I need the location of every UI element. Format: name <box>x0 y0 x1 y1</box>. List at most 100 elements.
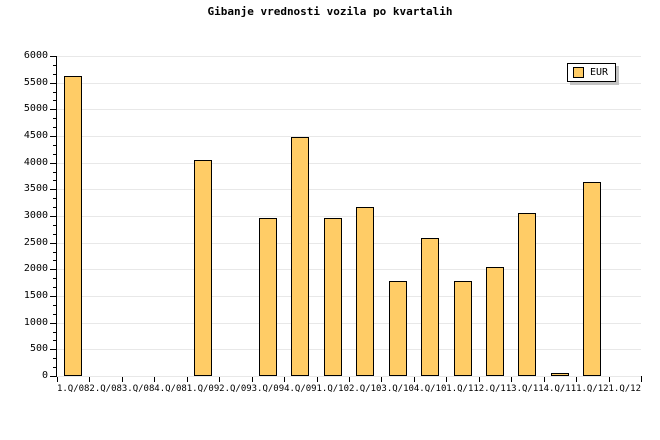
bar <box>454 281 472 376</box>
plot-area <box>57 56 641 377</box>
gridline <box>57 376 641 377</box>
y-axis-minor-tick <box>53 358 56 359</box>
y-axis-label: 5500 <box>23 77 48 88</box>
gridline <box>57 269 641 270</box>
gridline <box>57 349 641 350</box>
y-axis-label: 4500 <box>23 130 48 141</box>
x-axis-tick <box>446 377 447 382</box>
y-axis-label: 500 <box>29 343 48 354</box>
x-axis-tick <box>122 377 123 382</box>
y-axis-label: 2000 <box>23 263 48 274</box>
y-axis-tick <box>50 109 56 110</box>
x-axis-tick <box>641 377 642 382</box>
y-axis-minor-tick <box>53 340 56 341</box>
y-axis-minor-tick <box>53 305 56 306</box>
y-axis-label: 3500 <box>23 183 48 194</box>
x-axis-tick <box>349 377 350 382</box>
gridline <box>57 216 641 217</box>
x-axis-tick <box>57 377 58 382</box>
y-axis-tick <box>50 216 56 217</box>
gridline <box>57 243 641 244</box>
y-axis-minor-tick <box>53 314 56 315</box>
x-axis-label: 3.Q/08 <box>121 384 155 394</box>
y-axis-minor-tick <box>53 367 56 368</box>
y-axis-tick <box>50 296 56 297</box>
x-axis-tick <box>187 377 188 382</box>
y-axis-minor-tick <box>53 207 56 208</box>
y-axis-tick <box>50 376 56 377</box>
y-axis-tick <box>50 269 56 270</box>
x-axis-tick <box>89 377 90 382</box>
legend-swatch-eur <box>573 67 584 78</box>
y-axis-minor-tick <box>53 74 56 75</box>
y-axis-minor-tick <box>53 278 56 279</box>
gridline <box>57 56 641 57</box>
bar <box>291 137 309 376</box>
x-axis-label: 1.Q/11 <box>446 384 479 394</box>
y-axis-minor-tick <box>53 65 56 66</box>
gridline <box>57 323 641 324</box>
x-axis-label: 2.Q/08 <box>89 384 122 394</box>
y-axis-minor-tick <box>53 172 56 173</box>
x-axis-tick <box>252 377 253 382</box>
legend-label-eur: EUR <box>590 67 609 78</box>
gridline <box>57 296 641 297</box>
bar <box>421 238 439 376</box>
y-axis-tick <box>50 323 56 324</box>
bar <box>324 218 342 376</box>
y-axis-line <box>56 56 57 377</box>
y-axis-tick <box>50 243 56 244</box>
y-axis-label: 3000 <box>23 210 48 221</box>
x-axis-label: 4.Q/11 <box>543 384 577 394</box>
x-axis-label: 4.Q/08 <box>154 384 187 394</box>
y-axis-minor-tick <box>53 127 56 128</box>
bar <box>551 373 569 376</box>
x-axis-tick <box>479 377 480 382</box>
x-axis-label: 4.Q/10 <box>413 384 447 394</box>
x-axis-label: 1.Q/08 <box>56 384 90 394</box>
chart-title: Gibanje vrednosti vozila po kvartalih <box>207 5 453 18</box>
y-axis-minor-tick <box>53 180 56 181</box>
bar <box>583 182 601 376</box>
y-axis-tick <box>50 163 56 164</box>
bar <box>356 207 374 376</box>
x-axis-label: 2.Q/10 <box>348 384 382 394</box>
y-axis-minor-tick <box>53 92 56 93</box>
y-axis-label: 4000 <box>23 157 48 168</box>
y-axis-minor-tick <box>53 100 56 101</box>
y-axis-tick <box>50 189 56 190</box>
y-axis-tick <box>50 349 56 350</box>
y-axis-tick <box>50 136 56 137</box>
y-axis-minor-tick <box>53 145 56 146</box>
gridline <box>57 163 641 164</box>
y-axis-minor-tick <box>53 234 56 235</box>
bar <box>64 76 82 376</box>
bar <box>486 267 504 376</box>
y-axis-label: 1500 <box>23 290 48 301</box>
y-axis-minor-tick <box>53 287 56 288</box>
y-axis-label: 5000 <box>23 103 48 114</box>
y-axis-minor-tick <box>53 198 56 199</box>
bar <box>194 160 212 376</box>
bar <box>389 281 407 376</box>
y-axis-minor-tick <box>53 332 56 333</box>
y-axis-label: 6000 <box>23 50 48 61</box>
x-axis-tick <box>284 377 285 382</box>
y-axis-label: 2500 <box>23 237 48 248</box>
x-axis-label: 1.Q/12 <box>576 384 609 394</box>
gridline <box>57 136 641 137</box>
y-axis-label: 1000 <box>23 317 48 328</box>
x-axis-label: 1.Q/12 <box>608 384 642 394</box>
gridline <box>57 189 641 190</box>
y-axis-minor-tick <box>53 252 56 253</box>
x-axis-tick <box>544 377 545 382</box>
y-axis-minor-tick <box>53 260 56 261</box>
x-axis-label: 2.Q/11 <box>478 384 512 394</box>
chart-legend: EUR <box>567 63 617 82</box>
y-axis-tick <box>50 56 56 57</box>
x-axis-label: 3.Q/09 <box>251 384 285 394</box>
x-axis-tick <box>219 377 220 382</box>
gridline <box>57 83 641 84</box>
bar <box>259 218 277 376</box>
